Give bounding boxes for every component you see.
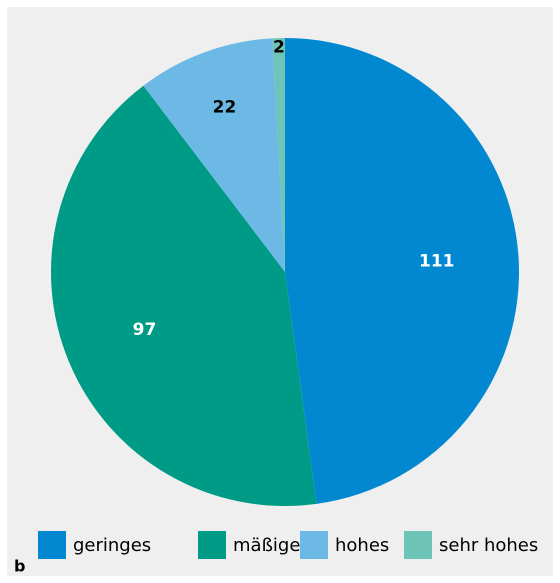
panel-label: b [14,557,25,576]
legend-swatch [198,531,226,559]
pie-slice [143,38,285,272]
pie-slice [272,38,285,272]
legend-swatch [300,531,328,559]
pie-slice [50,85,317,507]
legend-swatch [404,531,432,559]
legend-label: sehr hohes [439,535,538,556]
legend-swatch [38,531,66,559]
data-label: 2 [273,37,285,57]
data-label: 111 [419,252,455,272]
legend-label: geringes [73,535,151,556]
data-label: 97 [133,320,157,340]
pie-slice [285,38,520,504]
data-label: 22 [213,97,237,117]
legend-label: hohes [335,535,389,556]
legend-label: mäßiges [233,535,310,556]
